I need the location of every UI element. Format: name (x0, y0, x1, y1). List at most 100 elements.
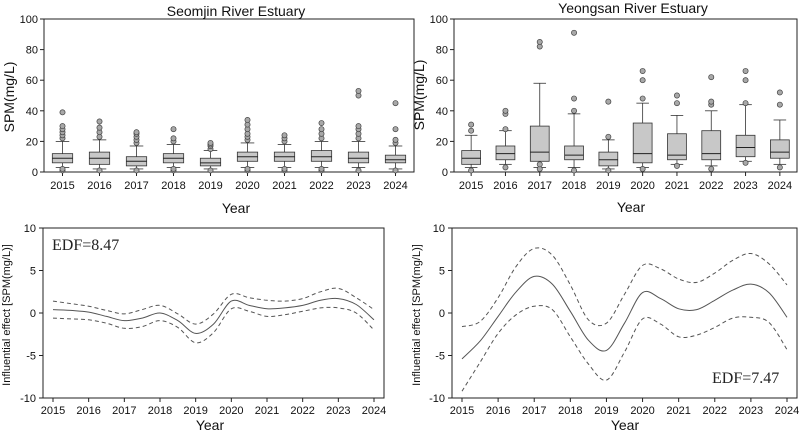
yeongsan-outlier-point (502, 126, 509, 133)
yeongsan-outlier-point (502, 164, 509, 171)
seomjin-y-tick-label: 40 (26, 106, 38, 118)
yeongsan-outlier-point (536, 39, 543, 45)
seomjin-effect-x-tick-label: 2018 (148, 405, 172, 417)
yeongsan-effect-upper-line (461, 247, 788, 328)
yeongsan-outlier-point (708, 165, 715, 172)
yeongsan-effect-y-label: Influential effect [SPM(mg/L)] (411, 244, 423, 386)
yeongsan-outlier-point (708, 98, 715, 105)
yeongsan-box (632, 122, 653, 164)
seomjin-y-tick-label: 0 (32, 167, 38, 179)
yeongsan-effect-x-tick-label: 2023 (739, 405, 763, 417)
seomjin-effect-upper-line (52, 287, 375, 325)
yeongsan-outlier-point (776, 164, 783, 171)
yeongsan-effect-x-tick-label: 2019 (594, 405, 618, 417)
seomjin-x-tick-label: 2017 (124, 180, 148, 192)
yeongsan-boxplot-panel: Yeongsan River Estuary Year SPM(mg/L) 02… (411, 0, 798, 215)
seomjin-x-tick-label: 2021 (272, 180, 296, 192)
seomjin-effect-x-label: Year (196, 417, 225, 433)
yeongsan-box (529, 125, 550, 162)
seomjin-effect-y-tick-label: -5 (26, 351, 36, 363)
yeongsan-box (701, 130, 722, 161)
seomjin-x-tick-label: 2015 (50, 180, 74, 192)
seomjin-x-tick-label: 2016 (87, 180, 111, 192)
seomjin-x-tick-label: 2024 (383, 180, 407, 192)
yeongsan-plot-frame (453, 18, 798, 173)
yeongsan-outlier-point (674, 92, 680, 99)
yeongsan-effect-y-tick-label: 0 (439, 308, 445, 320)
yeongsan-outlier-point (742, 100, 749, 107)
yeongsan-x-tick-label: 2018 (562, 180, 586, 192)
seomjin-outlier-point (170, 165, 177, 172)
yeongsan-effect-y-tick-label: 10 (433, 223, 445, 235)
seomjin-effect-y-tick-label: 0 (30, 308, 36, 320)
seomjin-outlier-point (318, 165, 325, 172)
yeongsan-x-tick-label: 2016 (493, 180, 517, 192)
yeongsan-effect-x-tick-label: 2018 (558, 405, 582, 417)
seomjin-y-tick-label: 100 (20, 14, 38, 26)
seomjin-effect-x-tick-label: 2017 (112, 405, 136, 417)
seomjin-x-tick-label: 2019 (198, 180, 222, 192)
seomjin-box (310, 150, 333, 162)
yeongsan-effect-x-tick-label: 2020 (630, 405, 654, 417)
seomjin-outlier-point (96, 118, 103, 125)
yeongsan-box (495, 145, 516, 161)
yeongsan-outlier-point (468, 121, 475, 128)
yeongsan-effect-y-tick-label: 5 (439, 266, 445, 278)
yeongsan-box (461, 150, 481, 165)
yeongsan-x-tick-label: 2015 (459, 180, 483, 192)
yeongsan-y-tick-label: 20 (436, 136, 448, 148)
yeongsan-y-tick-label: 60 (436, 75, 448, 87)
yeongsan-outlier-point (605, 133, 612, 140)
yeongsan-outlier-point (502, 107, 509, 114)
yeongsan-outlier-point (742, 77, 749, 84)
seomjin-outlier-point (96, 167, 103, 174)
yeongsan-outlier-point (536, 161, 543, 168)
seomjin-outlier-point (207, 139, 214, 146)
yeongsan-box (598, 151, 619, 167)
yeongsan-x-tick-label: 2021 (665, 180, 689, 192)
yeongsan-x-tick-label: 2024 (768, 180, 792, 192)
seomjin-outlier-point (318, 126, 325, 133)
yeongsan-effect-x-tick-label: 2016 (486, 405, 510, 417)
yeongsan-effect-x-tick-label: 2024 (775, 405, 799, 417)
yeongsan-effect-y-tick-label: -10 (429, 393, 445, 405)
seomjin-y-tick-label: 20 (26, 136, 38, 148)
seomjin-x-tick-label: 2022 (309, 180, 333, 192)
yeongsan-effect-x-tick-label: 2021 (666, 405, 690, 417)
seomjin-y-label: SPM(mg/L) (1, 62, 17, 133)
yeongsan-effect-x-tick-label: 2017 (522, 405, 546, 417)
seomjin-outlier-point (392, 136, 399, 143)
seomjin-outlier-point (59, 165, 66, 172)
seomjin-effect-x-tick-label: 2016 (76, 405, 100, 417)
seomjin-effect-y-label: Influential effect [SPM(mg/L)] (1, 244, 13, 386)
seomjin-outlier-point (355, 167, 362, 174)
seomjin-outlier-point (207, 167, 214, 174)
yeongsan-effect-x-tick-label: 2015 (450, 405, 474, 417)
yeongsan-x-tick-label: 2017 (528, 180, 552, 192)
seomjin-effect-x-tick-label: 2019 (183, 405, 207, 417)
yeongsan-outlier-point (674, 100, 680, 107)
yeongsan-title: Yeongsan River Estuary (558, 0, 708, 16)
yeongsan-y-tick-label: 0 (442, 167, 448, 179)
seomjin-effect-panel: EDF=8.47 Year Influential effect [SPM(mg… (1, 223, 386, 433)
yeongsan-y-label: SPM(mg/L) (411, 60, 427, 131)
yeongsan-outlier-point (708, 74, 715, 81)
yeongsan-outlier-point (605, 167, 612, 174)
yeongsan-x-tick-label: 2020 (630, 180, 654, 192)
seomjin-x-tick-label: 2020 (235, 180, 259, 192)
seomjin-outlier-point (170, 135, 177, 142)
seomjin-outlier-point (133, 129, 140, 136)
yeongsan-effect-panel: EDF=7.47 Year Influential effect [SPM(mg… (411, 223, 799, 433)
yeongsan-y-tick-label: 100 (430, 14, 448, 26)
yeongsan-outlier-point (571, 107, 578, 114)
yeongsan-outlier-point (639, 95, 646, 102)
yeongsan-box (564, 145, 584, 161)
seomjin-outlier-point (392, 100, 399, 107)
yeongsan-y-tick-label: 40 (436, 106, 448, 118)
seomjin-outlier-point (244, 165, 251, 172)
yeongsan-x-tick-label: 2023 (733, 180, 757, 192)
yeongsan-outlier-point (776, 101, 783, 108)
yeongsan-outlier-point (639, 68, 646, 74)
seomjin-boxplot-panel: Seomjin River Estuary Year SPM(mg/L) 0 20… (1, 3, 415, 216)
seomjin-y-tick-label: 60 (26, 75, 38, 87)
